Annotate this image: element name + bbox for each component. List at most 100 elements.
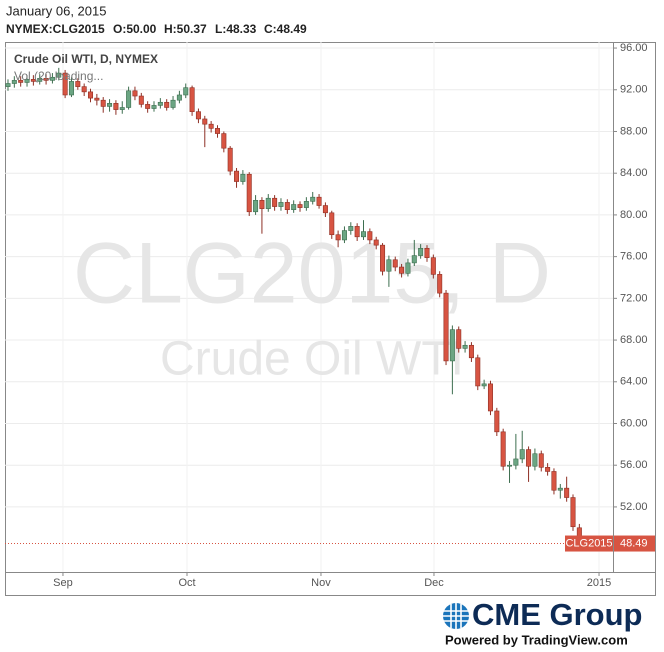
- axes: 52.00 56.00 60.00 64.00 68.00 72.00 76.00 80.00…: [53, 42, 655, 589]
- y-tick-label: 80.00: [620, 209, 648, 221]
- cme-logo: CME Group Powered by TradingView.com: [443, 597, 643, 647]
- candle-body: [227, 147, 233, 172]
- candle-body: [443, 292, 449, 362]
- x-tick-label: Sep: [53, 577, 73, 589]
- x-tick-label: Dec: [424, 577, 444, 589]
- grid: [5, 42, 613, 572]
- candle-body: [176, 94, 182, 101]
- candle-body: [62, 72, 68, 96]
- brand: CME Group: [472, 597, 643, 632]
- ohlc-high: H:50.37: [164, 22, 207, 36]
- last-price-name: CLG2015: [565, 537, 612, 549]
- candle-body: [430, 257, 436, 275]
- candle-body: [107, 103, 113, 107]
- candle-body: [214, 128, 220, 134]
- candle-body: [386, 259, 392, 272]
- candle-body: [449, 329, 455, 362]
- candle-body: [68, 81, 74, 96]
- chart-frame: [5, 42, 656, 596]
- candle-body: [399, 266, 405, 274]
- candle-body: [138, 95, 144, 105]
- candle-body: [570, 497, 576, 528]
- candle-body: [208, 123, 214, 129]
- candle-body: [240, 173, 246, 182]
- candle-body: [183, 87, 189, 96]
- candle-body: [234, 170, 240, 182]
- y-tick-label: 52.00: [620, 501, 648, 513]
- candle-body: [418, 247, 424, 256]
- candle-body: [56, 72, 62, 78]
- x-tick-label: Nov: [311, 577, 331, 589]
- candle-body: [30, 79, 36, 82]
- candle-body: [145, 104, 151, 109]
- candle-body: [367, 231, 373, 241]
- candle-body: [373, 239, 379, 246]
- y-tick-label: 64.00: [620, 376, 648, 388]
- ohlc-close: C:48.49: [264, 22, 307, 36]
- logo-lines: [443, 603, 469, 629]
- last-price-label: 48.49: [620, 537, 648, 549]
- candle-body: [157, 101, 163, 106]
- candle-body: [100, 99, 106, 107]
- ohlc-low: L:48.33: [215, 22, 257, 36]
- candle-body: [81, 86, 87, 93]
- candle-body: [532, 453, 538, 467]
- legend: Crude Oil WTI, D, NYMEX: [14, 52, 158, 66]
- y-tick-label: 76.00: [620, 251, 648, 263]
- candle-body: [246, 173, 252, 213]
- candle-body: [507, 464, 513, 467]
- y-tick-label: 60.00: [620, 417, 648, 429]
- ohlc: O:50.00 H:50.37 L:48.33 C:48.49: [113, 22, 307, 36]
- candle-body: [88, 91, 94, 99]
- candle-body: [329, 212, 335, 236]
- candle-body: [5, 83, 11, 87]
- candle-body: [132, 90, 138, 97]
- last-price-tag: [565, 535, 613, 552]
- candle-body: [348, 226, 354, 231]
- candle-body: [221, 133, 227, 149]
- powered-by: Powered by TradingView.com: [445, 632, 628, 647]
- candle-body: [545, 466, 551, 472]
- candle-body: [94, 97, 100, 101]
- y-tick-label: 88.00: [620, 125, 648, 137]
- ohlc-open: O:50.00: [113, 22, 157, 36]
- candle-body: [551, 471, 557, 491]
- candle-body: [335, 234, 341, 241]
- candle-body: [24, 79, 30, 83]
- candle-body: [310, 196, 316, 202]
- y-tick-label: 56.00: [620, 459, 648, 471]
- candle-body: [195, 111, 201, 120]
- candle-body: [437, 274, 443, 294]
- candle-body: [361, 231, 367, 238]
- candle-body: [49, 76, 55, 81]
- candle-body: [475, 357, 481, 387]
- candle-body: [557, 487, 563, 491]
- candle-body: [303, 201, 309, 208]
- candles: [5, 67, 613, 546]
- candle-body: [202, 118, 208, 125]
- candle-body: [354, 226, 360, 238]
- candle-body: [519, 449, 525, 460]
- candle-body: [481, 383, 487, 387]
- volume-label: Vol (20 loading...: [14, 69, 103, 83]
- x-tick-label: Oct: [178, 577, 195, 589]
- candle-body: [43, 77, 49, 81]
- candle-body: [316, 196, 322, 206]
- candle-body: [500, 431, 506, 467]
- symbol: NYMEX:CLG2015: [6, 22, 105, 36]
- candle-body: [322, 205, 328, 214]
- candle-body: [272, 197, 278, 207]
- candle-body: [341, 230, 347, 241]
- candle-body: [189, 87, 195, 112]
- y-tick-label: 68.00: [620, 334, 648, 346]
- candle-body: [119, 107, 125, 110]
- candle-body: [126, 90, 132, 108]
- watermark-symbol: CLG2015, D: [73, 226, 551, 322]
- candle-body: [284, 202, 290, 210]
- last-price-box: [614, 535, 655, 552]
- candle-body: [297, 204, 303, 208]
- candle-body: [487, 383, 493, 412]
- candle-body: [253, 200, 259, 213]
- candle-body: [424, 247, 430, 258]
